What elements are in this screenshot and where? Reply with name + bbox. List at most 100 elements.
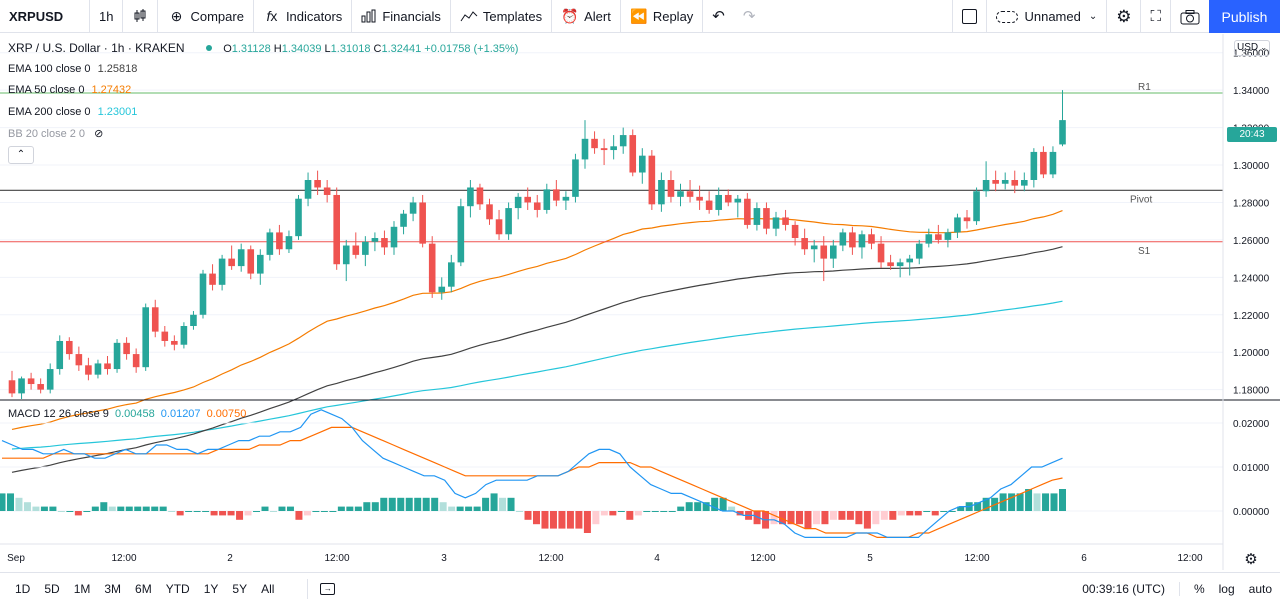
auto-toggle[interactable]: auto [1248,582,1272,596]
candle-body [1030,151,1038,180]
macd-histogram-bar [600,511,608,516]
candle-body [18,378,25,394]
time-tick-label: 3 [441,553,447,564]
candle-body [982,180,990,192]
macd-histogram-bar [244,511,252,516]
last-price-countdown: 20:43 [1227,127,1277,142]
candle-body [180,326,188,345]
symbol-search-button[interactable]: XRPUSD [0,0,90,33]
candle-body [658,180,665,205]
range-button-1m[interactable]: 1M [73,581,91,596]
range-button-1d[interactable]: 1D [15,581,31,596]
candle-body [285,236,293,250]
publish-button[interactable]: Publish [1209,0,1280,33]
layout-name-button[interactable]: Unnamed ⌄ [987,0,1108,33]
macd-histogram-bar [694,502,702,511]
utc-clock[interactable]: 00:39:16 (UTC) [1082,582,1165,596]
macd-histogram-bar [499,497,507,511]
macd-histogram-bar [507,497,515,511]
alert-button[interactable]: ⏰ Alert [552,0,621,33]
time-tick-label: 4 [654,553,660,564]
compare-button[interactable]: ⊕ Compare [158,0,254,33]
bar-chart-icon [361,9,376,23]
ema100-legend[interactable]: EMA 100 close 0 1.25818 [8,63,137,75]
range-button-1y[interactable]: 1Y [203,581,219,596]
candle-body [142,307,149,368]
price-tick-label: 1.36000 [1233,49,1270,60]
rewind-icon: ⏪ [630,7,648,24]
candle-body [257,254,264,274]
candle-body [648,155,656,205]
ema200-legend[interactable]: EMA 200 close 0 1.23001 [8,106,137,118]
series-title[interactable]: XRP / U.S. Dollar · 1h · KRAKEN [8,41,185,55]
ema50-legend[interactable]: EMA 50 close 0 1.27432 [8,84,131,96]
indicators-button[interactable]: fx Indicators [254,0,353,33]
candle-body [753,208,761,225]
log-toggle[interactable]: log [1218,582,1235,596]
undo-button[interactable]: ↶ [703,0,734,33]
replay-button[interactable]: ⏪ Replay [621,0,704,33]
bb-legend[interactable]: BB 20 close 2 0 ⊘ [8,127,103,140]
snapshot-button[interactable] [1171,0,1209,33]
candle-body [629,135,637,173]
candle-body [66,340,73,355]
eye-hidden-icon[interactable]: ⊘ [94,128,104,140]
candle-body [333,194,340,265]
right-toolbar: Unnamed ⌄ ⚙ ⛶ [952,0,1209,33]
range-button-5d[interactable]: 5D [44,581,60,596]
settings-button[interactable]: ⚙ [1107,0,1142,33]
range-button-all[interactable]: All [261,581,275,596]
macd-histogram-bar [592,511,600,525]
templates-button[interactable]: Templates [451,0,553,33]
candles-icon [134,9,146,22]
layout-select-button[interactable] [952,0,988,33]
candle-body [887,262,894,267]
macd-histogram-bar [660,511,668,512]
axis-settings-gear-icon[interactable]: ⚙ [1244,551,1257,568]
macd-line [1,409,1063,538]
range-button-5y[interactable]: 5Y [232,581,248,596]
range-button-3m[interactable]: 3M [104,581,122,596]
chart-type-button[interactable] [123,0,159,33]
macd-histogram-bar [185,511,193,512]
macd-histogram-bar [100,502,108,511]
macd-histogram-bar [108,506,116,511]
macd-histogram-bar [863,511,871,529]
macd-histogram-bar [159,506,167,511]
candle-body [782,217,789,225]
candle-body [362,241,369,255]
templates-label: Templates [482,8,543,24]
candle-body [524,196,531,203]
candle-body [915,243,923,259]
macd-label: MACD 12 26 close 9 [8,408,109,420]
candle-body [400,213,407,227]
currency-label: USD [1236,42,1259,53]
goto-date-button[interactable]: → [307,578,336,599]
macd-histogram-bar [49,506,57,511]
ema50-value: 1.27432 [91,84,132,96]
redo-button[interactable]: ↷ [734,0,765,33]
macd-histogram-bar [906,511,914,516]
macd-histogram-bar [168,511,176,512]
macd-histogram-bar [320,511,328,512]
macd-tick-label: 0.01000 [1233,463,1270,474]
collapse-legend-button[interactable]: ⌃ [8,146,34,164]
price-pane: R1 Pivot S1 [0,52,1223,473]
candle-body [75,354,83,366]
macd-legend[interactable]: MACD 12 26 close 9 0.00458 0.01207 0.007… [8,408,246,420]
macd-histogram-bar [855,511,863,525]
range-button-ytd[interactable]: YTD [165,581,190,596]
macd-histogram-bar [40,506,48,511]
macd-histogram-bar [295,511,303,520]
interval-button[interactable]: 1h [90,0,124,33]
fullscreen-button[interactable]: ⛶ [1141,0,1171,33]
candle-body [963,217,971,222]
macd-histogram-bar [312,511,320,512]
financials-button[interactable]: Financials [352,0,451,33]
percent-toggle[interactable]: % [1178,582,1205,596]
range-button-6m[interactable]: 6M [135,581,152,596]
currency-button[interactable]: USD ⌄ [1234,40,1270,56]
macd-hist-value: 0.00458 [114,408,155,420]
